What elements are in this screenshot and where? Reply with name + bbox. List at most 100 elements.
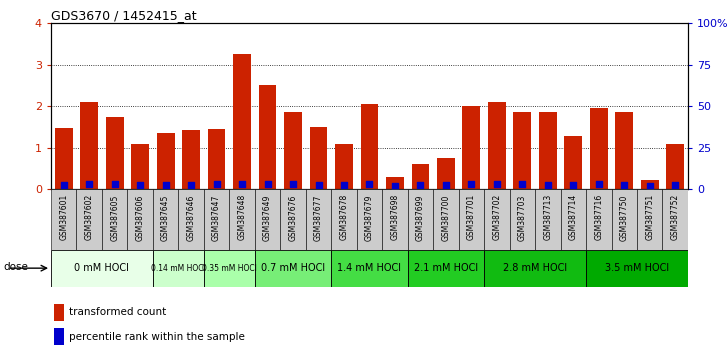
FancyBboxPatch shape: [662, 189, 688, 250]
Text: GSM387698: GSM387698: [390, 194, 400, 240]
FancyBboxPatch shape: [76, 189, 102, 250]
Bar: [55, 128, 73, 189]
Text: GSM387601: GSM387601: [59, 194, 68, 240]
FancyBboxPatch shape: [637, 189, 662, 250]
Text: transformed count: transformed count: [69, 307, 166, 317]
FancyBboxPatch shape: [51, 189, 76, 250]
FancyBboxPatch shape: [127, 189, 153, 250]
Point: [135, 182, 146, 188]
FancyBboxPatch shape: [280, 189, 306, 250]
Text: GSM387679: GSM387679: [365, 194, 374, 241]
Bar: [666, 144, 684, 189]
FancyBboxPatch shape: [408, 250, 484, 287]
Bar: [157, 133, 175, 189]
Text: GSM387700: GSM387700: [441, 194, 451, 241]
Text: GDS3670 / 1452415_at: GDS3670 / 1452415_at: [51, 9, 197, 22]
Point: [542, 182, 554, 188]
Point: [644, 183, 656, 189]
Text: GSM387649: GSM387649: [263, 194, 272, 241]
Point: [313, 182, 325, 188]
FancyBboxPatch shape: [153, 189, 178, 250]
Point: [58, 182, 70, 188]
Bar: [488, 102, 506, 189]
Bar: [80, 102, 98, 189]
Bar: [615, 113, 633, 189]
FancyBboxPatch shape: [357, 189, 382, 250]
Point: [84, 181, 95, 187]
FancyBboxPatch shape: [382, 189, 408, 250]
Bar: [309, 127, 328, 189]
FancyBboxPatch shape: [484, 250, 586, 287]
Point: [109, 182, 121, 187]
Bar: [564, 136, 582, 189]
FancyBboxPatch shape: [433, 189, 459, 250]
Text: 0.35 mM HOCl: 0.35 mM HOCl: [202, 264, 257, 273]
Bar: [335, 144, 353, 189]
Bar: [590, 108, 608, 189]
FancyBboxPatch shape: [561, 189, 586, 250]
Text: GSM387648: GSM387648: [237, 194, 247, 240]
Text: 3.5 mM HOCl: 3.5 mM HOCl: [605, 263, 669, 273]
Bar: [539, 113, 557, 189]
FancyBboxPatch shape: [586, 189, 612, 250]
Text: GSM387677: GSM387677: [314, 194, 323, 241]
Text: GSM387676: GSM387676: [288, 194, 298, 241]
Text: 0.7 mM HOCl: 0.7 mM HOCl: [261, 263, 325, 273]
Text: GSM387714: GSM387714: [569, 194, 578, 240]
Bar: [54, 304, 64, 321]
Text: 0 mM HOCl: 0 mM HOCl: [74, 263, 130, 273]
FancyBboxPatch shape: [153, 250, 204, 287]
Text: 1.4 mM HOCl: 1.4 mM HOCl: [338, 263, 401, 273]
Text: GSM387602: GSM387602: [84, 194, 94, 240]
FancyBboxPatch shape: [229, 189, 255, 250]
Point: [160, 182, 172, 188]
Text: GSM387647: GSM387647: [212, 194, 221, 241]
Bar: [106, 116, 124, 189]
FancyBboxPatch shape: [51, 250, 153, 287]
FancyBboxPatch shape: [204, 250, 255, 287]
FancyBboxPatch shape: [612, 189, 637, 250]
Point: [186, 182, 197, 188]
Bar: [462, 106, 480, 189]
Point: [339, 182, 350, 188]
Text: GSM387751: GSM387751: [645, 194, 654, 240]
Bar: [437, 158, 455, 189]
Point: [619, 182, 630, 188]
Text: GSM387752: GSM387752: [670, 194, 680, 240]
Text: GSM387701: GSM387701: [467, 194, 476, 240]
FancyBboxPatch shape: [178, 189, 204, 250]
Point: [491, 182, 503, 187]
FancyBboxPatch shape: [459, 189, 484, 250]
FancyBboxPatch shape: [510, 189, 535, 250]
Text: GSM387716: GSM387716: [594, 194, 604, 240]
Text: GSM387699: GSM387699: [416, 194, 425, 241]
FancyBboxPatch shape: [331, 189, 357, 250]
Point: [440, 182, 452, 188]
FancyBboxPatch shape: [484, 189, 510, 250]
Bar: [284, 113, 302, 189]
Point: [593, 182, 605, 187]
Point: [211, 182, 223, 187]
Bar: [258, 85, 277, 189]
Point: [670, 182, 681, 188]
FancyBboxPatch shape: [408, 189, 433, 250]
FancyBboxPatch shape: [255, 250, 331, 287]
Bar: [233, 54, 251, 189]
Text: 0.14 mM HOCl: 0.14 mM HOCl: [151, 264, 206, 273]
Bar: [131, 144, 149, 189]
Text: GSM387702: GSM387702: [492, 194, 502, 240]
Point: [364, 181, 376, 187]
Text: dose: dose: [4, 262, 28, 272]
Bar: [386, 177, 404, 189]
Text: GSM387606: GSM387606: [135, 194, 145, 241]
Text: GSM387605: GSM387605: [110, 194, 119, 241]
Bar: [360, 104, 379, 189]
Point: [389, 183, 401, 189]
FancyBboxPatch shape: [331, 250, 408, 287]
Text: GSM387646: GSM387646: [186, 194, 196, 241]
FancyBboxPatch shape: [204, 189, 229, 250]
Text: percentile rank within the sample: percentile rank within the sample: [69, 332, 245, 342]
Bar: [513, 113, 531, 189]
FancyBboxPatch shape: [102, 189, 127, 250]
Bar: [182, 130, 200, 189]
